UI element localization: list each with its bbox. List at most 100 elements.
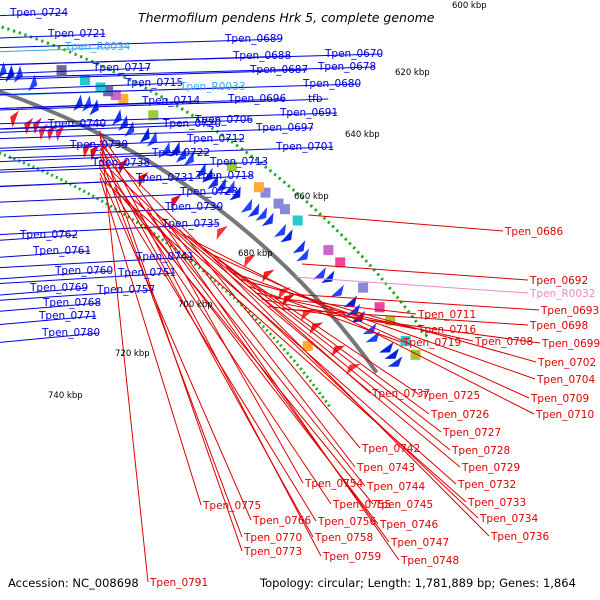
tick-mark [0, 151, 2, 156]
tick-mark [78, 187, 82, 191]
reverse-gene-label: Tpen_0759 [322, 551, 381, 563]
reverse-gene-label: Tpen_R0032 [529, 288, 595, 300]
reverse-leader-line [99, 140, 243, 552]
tick-mark [173, 247, 177, 251]
forward-gene-arrow [280, 229, 293, 243]
reverse-leader-line [187, 235, 442, 433]
reverse-leader-line [130, 196, 457, 485]
tick-mark [308, 379, 313, 383]
forward-gene-label: Tpen_0714 [141, 95, 200, 107]
tick-mark [259, 161, 263, 166]
forward-gene-label: Tpen_0697 [255, 122, 314, 134]
reverse-leader-line [301, 263, 529, 281]
reverse-gene-label: Tpen_0745 [374, 499, 433, 511]
kbp-label: 640 kbp [345, 130, 380, 140]
reverse-gene-label: Tpen_0711 [417, 309, 476, 321]
tick-mark [79, 54, 83, 59]
tick-mark [156, 235, 161, 239]
forward-gene-label: Tpen_0721 [47, 28, 106, 40]
tick-mark [135, 220, 139, 225]
reverse-gene-label: Tpen_0744 [366, 481, 425, 493]
forward-gene-label: Tpen_0723 [179, 186, 238, 198]
reverse-leader-line [99, 130, 149, 583]
tick-mark [59, 177, 63, 182]
tick-mark [335, 228, 340, 233]
forward-gene-label: Tpen_R0034 [64, 41, 131, 53]
reverse-gene-label: Tpen_0686 [504, 226, 563, 238]
forward-gene-label: Tpen_0696 [227, 93, 286, 105]
tick-mark [326, 220, 331, 225]
reverse-leader-line [282, 308, 529, 326]
forward-gene-label: Tpen_0760 [54, 265, 113, 277]
tick-mark [292, 359, 297, 363]
tick-mark [6, 27, 10, 31]
tick-mark [403, 305, 407, 309]
forward-leader-line [0, 162, 149, 171]
forward-gene-label: Tpen_0762 [19, 229, 78, 241]
tick-mark [387, 286, 392, 291]
forward-gene-label: Tpen_0718 [195, 170, 254, 182]
forward-gene-arrow [207, 174, 219, 189]
cog-category-block [335, 257, 346, 268]
reverse-leader-line [288, 293, 540, 311]
kbp-markers: 600 kbp 620 kbp 640 kbp 660 kbp 680 kbp 700 k… [48, 1, 487, 401]
tick-mark [263, 165, 268, 170]
forward-gene-label: Tpen_0713 [209, 156, 268, 168]
tick-mark [159, 95, 164, 99]
forward-gene-arrow [296, 248, 309, 262]
reverse-gene-label: Tpen_0726 [430, 409, 489, 421]
cog-category-block [358, 282, 369, 293]
reverse-gene-arrow [24, 117, 34, 135]
tick-mark [46, 41, 50, 45]
tick-mark [74, 52, 78, 57]
tick-mark [343, 237, 348, 242]
cog-category-block [279, 204, 290, 215]
map-title: Thermofilum pendens Hrk 5, complete geno… [138, 10, 435, 25]
reverse-leader-line [308, 214, 504, 232]
forward-gene-arrow [195, 162, 206, 178]
forward-leader-line [0, 206, 222, 218]
reverse-leader-line [202, 247, 430, 415]
backbone-circle [0, 89, 379, 374]
tick-mark [261, 324, 266, 329]
forward-gene-label: Tpen_0678 [317, 61, 376, 73]
forward-gene-arrow [240, 198, 253, 213]
forward-leader-line [0, 123, 220, 133]
reverse-gene-arrow [216, 225, 228, 240]
tick-mark [180, 107, 184, 111]
reverse-leader-line [99, 136, 322, 557]
forward-gene-label: Tpen_0670 [324, 48, 383, 60]
reverse-leader-line [138, 202, 366, 487]
tick-mark [101, 64, 105, 69]
tick-mark [279, 343, 283, 348]
tick-mark [285, 351, 290, 355]
forward-leader-line [0, 234, 77, 241]
reverse-leader-line [247, 285, 402, 343]
forward-gene-arrow [201, 168, 213, 183]
tick-mark [109, 204, 113, 209]
cog-category-block [323, 245, 334, 256]
reverse-gene-label: Tpen_0704 [536, 374, 595, 386]
forward-gene-arrow [124, 120, 135, 137]
forward-gene-arrow [111, 109, 122, 126]
reverse-gene-label: Tpen_0754 [304, 478, 363, 490]
tick-mark [189, 259, 194, 264]
forward-gene-label: Tpen_0687 [249, 64, 308, 76]
forward-gene-arrow [118, 115, 129, 131]
reverse-gene-label: Tpen_0728 [451, 445, 510, 457]
reverse-leader-line [99, 143, 490, 537]
forward-gene-label: Tpen_0722 [151, 147, 210, 159]
forward-gene-arrow [274, 223, 287, 238]
forward-gene-label: Tpen_0739 [69, 139, 128, 151]
tick-mark [352, 246, 356, 250]
tick-mark [64, 180, 68, 184]
tick-mark [213, 279, 217, 283]
reverse-gene-label: Tpen_0732 [457, 479, 516, 491]
reverse-gene-label: Tpen_0709 [530, 393, 589, 405]
forward-gene-label: tfb [308, 93, 323, 105]
reverse-leader-line [99, 177, 202, 506]
forward-gene-label: Tpen_0701 [275, 141, 334, 153]
forward-leader-line [0, 98, 329, 111]
tick-mark [305, 200, 309, 204]
reverse-leader-line [99, 159, 479, 519]
